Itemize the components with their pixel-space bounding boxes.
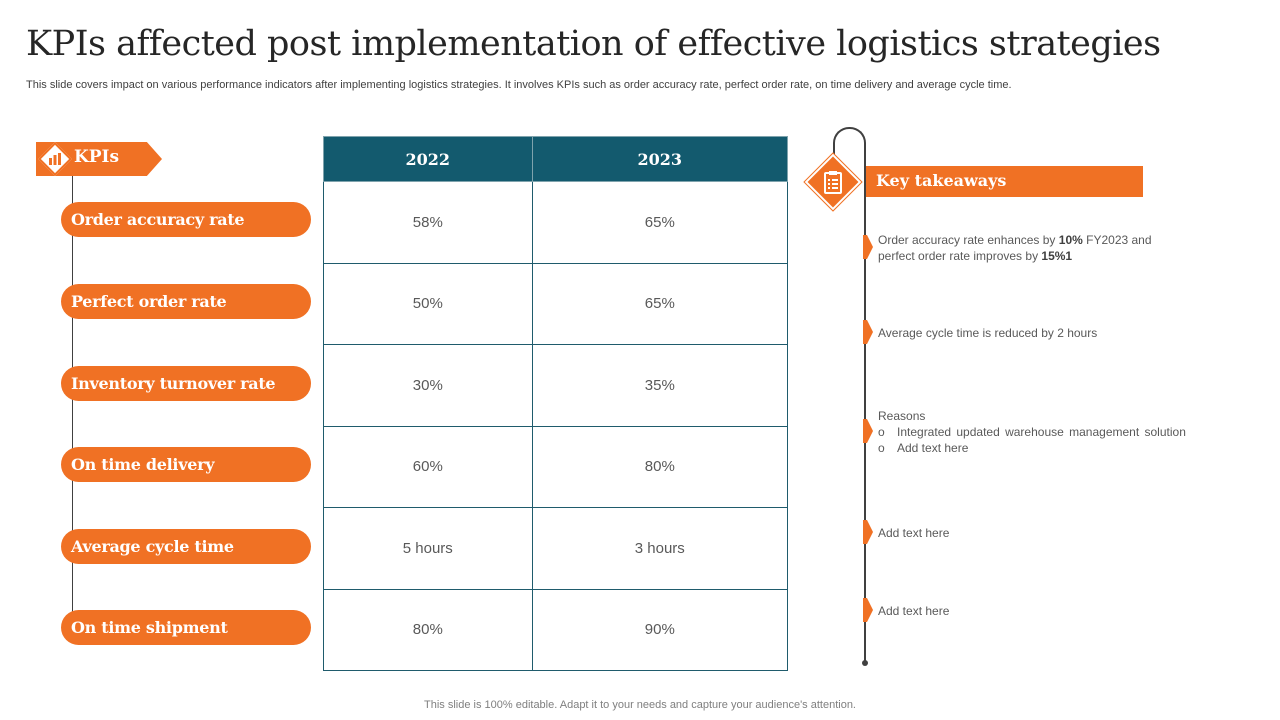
kpi-header-badge	[38, 142, 72, 176]
table-cell: 65%	[531, 262, 789, 345]
reason-text: Integrated updated warehouse management …	[897, 425, 1186, 439]
takeaway-item-1: Order accuracy rate enhances by 10% FY20…	[878, 232, 1180, 264]
reasons-heading: Reasons	[878, 409, 926, 423]
takeaway-item-4: Add text here	[878, 526, 950, 540]
table-row: 58% 65%	[323, 181, 789, 264]
kpi-comparison-table: 2022 2023 58% 65% 50% 65% 30% 35% 60% 80…	[323, 136, 789, 671]
kpi-pill: Average cycle time	[61, 529, 311, 564]
takeaway-item-3: Reasons o Integrated updated warehouse ma…	[878, 408, 1186, 456]
table-header-2022: 2022	[323, 136, 533, 182]
reason-text: Add text here	[897, 441, 969, 455]
takeaway-text: FY2023 and	[1082, 233, 1152, 247]
table-row: 60% 80%	[323, 425, 789, 508]
list-item: o Integrated updated warehouse management…	[878, 424, 1186, 440]
kpi-connector-line	[72, 170, 73, 640]
takeaways-header-banner	[866, 166, 1143, 197]
table-cell: 58%	[323, 181, 533, 264]
takeaway-item-5: Add text here	[878, 604, 950, 618]
bullet-icon: o	[878, 425, 885, 439]
takeaway-highlight: 15%1	[1041, 249, 1073, 263]
kpi-pill: Perfect order rate	[61, 284, 311, 319]
chart-icon	[49, 153, 61, 165]
table-cell: 50%	[323, 262, 533, 345]
bullet-icon: o	[878, 441, 885, 455]
takeaway-text: Order accuracy rate enhances by	[878, 233, 1059, 247]
table-header-row: 2022 2023	[323, 136, 789, 182]
takeaways-timeline	[864, 150, 866, 663]
kpi-pill: On time delivery	[61, 447, 311, 482]
table-row: 80% 90%	[323, 588, 789, 671]
table-row: 5 hours 3 hours	[323, 507, 789, 590]
table-cell: 3 hours	[531, 507, 789, 590]
table-cell: 65%	[531, 181, 789, 264]
takeaway-marker	[863, 235, 873, 259]
table-cell: 35%	[531, 344, 789, 427]
kpi-pill: Order accuracy rate	[61, 202, 311, 237]
takeaways-hook	[833, 127, 866, 167]
page-subtitle: This slide covers impact on various perf…	[26, 79, 1012, 91]
kpi-pill: Inventory turnover rate	[61, 366, 311, 401]
clipboard-icon	[824, 171, 842, 194]
table-header-2023: 2023	[531, 136, 789, 182]
table-cell: 80%	[531, 425, 789, 508]
table-cell: 60%	[323, 425, 533, 508]
takeaway-marker	[863, 598, 873, 622]
table-row: 50% 65%	[323, 262, 789, 345]
kpi-pill: On time shipment	[61, 610, 311, 645]
footer-note: This slide is 100% editable. Adapt it to…	[424, 699, 856, 711]
list-item: o Add text here	[878, 440, 1186, 456]
takeaway-item-2: Average cycle time is reduced by 2 hours	[878, 326, 1098, 340]
timeline-end-dot	[862, 660, 868, 666]
takeaway-marker	[863, 320, 873, 344]
table-cell: 30%	[323, 344, 533, 427]
table-cell: 80%	[323, 588, 533, 671]
table-row: 30% 35%	[323, 344, 789, 427]
takeaway-highlight: 10%	[1058, 233, 1083, 247]
takeaways-header-label: Key takeaways	[876, 171, 1007, 190]
page-title: KPIs affected post implementation of eff…	[26, 24, 1161, 64]
kpi-header-label: KPIs	[74, 147, 120, 167]
takeaway-marker	[863, 520, 873, 544]
table-cell: 5 hours	[323, 507, 533, 590]
takeaway-marker	[863, 419, 873, 443]
takeaway-text: perfect order rate improves by	[878, 249, 1042, 263]
table-cell: 90%	[531, 588, 789, 671]
